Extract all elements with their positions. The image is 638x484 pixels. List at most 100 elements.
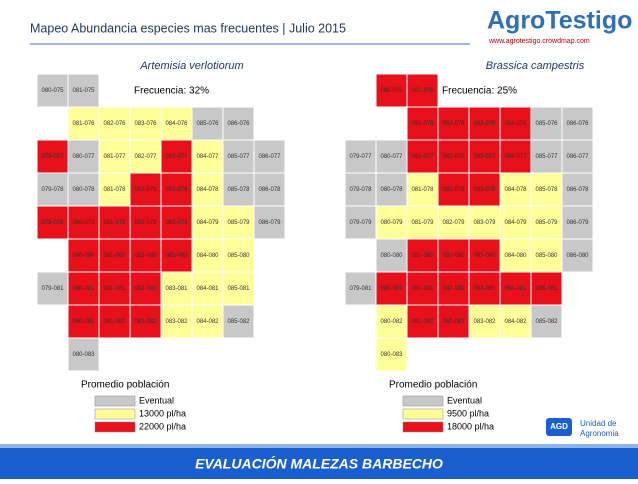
cell-label: 079-081 [349, 286, 372, 292]
grid-cell [530, 271, 563, 306]
cell-label: 083-080 [473, 253, 496, 259]
grid-cell [160, 172, 193, 207]
grid-cell [344, 271, 377, 306]
grid-cell [437, 304, 470, 339]
cell-label: 082-081 [134, 286, 157, 292]
grid-cell [36, 205, 69, 240]
grid-cell [375, 73, 408, 108]
cell-label: 080-080 [72, 253, 95, 259]
banner-text: EVALUACIÓN MALEZAS BARBECHO [195, 455, 443, 472]
grid-cell [530, 304, 563, 339]
grid-cell [67, 106, 100, 141]
banner-edge [0, 444, 638, 448]
grid-cell [253, 205, 286, 240]
grid-cell [530, 238, 563, 273]
grid-cell [375, 238, 408, 273]
cell-label: 081-079 [103, 220, 126, 226]
species-name: Brassica campestris [486, 60, 585, 72]
cell-label: 081-081 [411, 286, 434, 292]
grid-cell [191, 205, 224, 240]
cell-label: 083-076 [134, 121, 157, 127]
cell-label: 082-082 [442, 319, 465, 325]
cell-label: 080-077 [72, 154, 95, 160]
cell-label: 084-076 [504, 121, 527, 127]
cell-label: 083-077 [165, 154, 188, 160]
cell-label: 082-080 [442, 253, 465, 259]
legend-title: Promedio población [389, 380, 477, 391]
grid-cell [160, 205, 193, 240]
cell-label: 085-077 [535, 154, 558, 160]
grid-cell [67, 205, 100, 240]
legend-label: 18000 pl/ha [447, 421, 494, 431]
legend-swatch [402, 395, 444, 407]
cell-label: 085-080 [227, 253, 250, 259]
cell-label: 084-081 [504, 286, 527, 292]
grid-cell [437, 205, 470, 240]
cell-label: 081-082 [103, 319, 126, 325]
grid-cell [222, 106, 255, 141]
cell-label: 080-083 [72, 352, 95, 358]
cell-label: 085-082 [227, 319, 250, 325]
grid-cell [36, 271, 69, 306]
cell-label: 080-083 [380, 352, 403, 358]
cell-label: 084-080 [196, 253, 219, 259]
cell-label: 081-077 [103, 154, 126, 160]
grid-cell [67, 271, 100, 306]
cell-label: 080-081 [380, 286, 403, 292]
cell-label: 079-079 [41, 220, 64, 226]
grid-cell [67, 73, 100, 108]
cell-label: 085-082 [535, 319, 558, 325]
cell-label: 086-076 [566, 121, 589, 127]
cell-label: 080-077 [380, 154, 403, 160]
species-name: Artemisia verlotiorum [139, 60, 243, 72]
cell-label: 083-078 [165, 187, 188, 193]
cell-label: 085-077 [227, 154, 250, 160]
legend-swatch [402, 421, 444, 433]
grid-cell [561, 106, 594, 141]
cell-label: 081-080 [411, 253, 434, 259]
cell-label: 081-077 [411, 154, 434, 160]
grid-cell [406, 106, 439, 141]
grid-cell [129, 106, 162, 141]
grid-cell [468, 205, 501, 240]
cell-label: 084-078 [504, 187, 527, 193]
grid-cell [406, 304, 439, 339]
cell-label: 080-082 [380, 319, 403, 325]
cell-label: 086-078 [258, 187, 281, 193]
grid-cell [468, 304, 501, 339]
agd-logo: AGD [550, 422, 568, 431]
grid-cell [67, 139, 100, 174]
grid-cell [160, 106, 193, 141]
cell-label: 083-078 [473, 187, 496, 193]
cell-label: 085-079 [535, 220, 558, 226]
grid-cell [222, 205, 255, 240]
legend-swatch [402, 408, 444, 420]
grid-cell [160, 304, 193, 339]
maps: 080-075 081-075 081-076 082-076 083-076 084-0… [36, 60, 594, 433]
frequency: Frecuencia: 25% [442, 86, 517, 97]
cell-label: 085-078 [535, 187, 558, 193]
grid-cell [561, 172, 594, 207]
cell-label: 083-076 [473, 121, 496, 127]
grid-cell [406, 238, 439, 273]
cell-label: 081-076 [72, 121, 95, 127]
cell-label: 079-079 [349, 220, 372, 226]
grid-cell [98, 139, 131, 174]
grid-cell [191, 304, 224, 339]
grid-cell [468, 139, 501, 174]
grid-cell [191, 106, 224, 141]
legend-label: Eventual [139, 395, 174, 405]
cell-label: 084-076 [165, 121, 188, 127]
cell-label: 082-082 [134, 319, 157, 325]
cell-label: 080-080 [380, 253, 403, 259]
cell-label: 082-077 [134, 154, 157, 160]
cell-label: 080-082 [72, 319, 95, 325]
grid-cell [561, 139, 594, 174]
grid-cell [98, 238, 131, 273]
cell-label: 086-079 [258, 220, 281, 226]
cell-label: 086-077 [258, 154, 281, 160]
legend-label: 13000 pl/ha [139, 408, 186, 418]
cell-label: 080-079 [380, 220, 403, 226]
